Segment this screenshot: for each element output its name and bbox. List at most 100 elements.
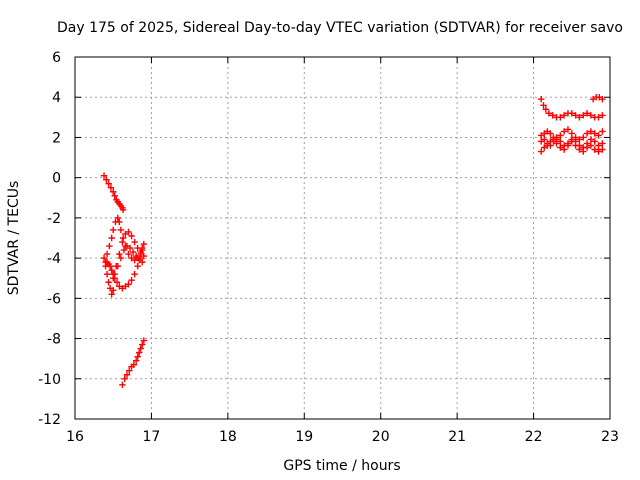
data-point	[105, 180, 112, 187]
data-point	[547, 130, 554, 137]
y-tick-label: 4	[52, 90, 61, 106]
data-point	[542, 106, 549, 113]
data-point	[583, 110, 591, 117]
data-point	[560, 146, 568, 153]
data-point	[126, 367, 133, 374]
data-point	[117, 254, 125, 262]
series-pass-3-rising	[119, 337, 147, 389]
y-tick-label: 2	[52, 130, 61, 146]
series-pass-2-loop-inner	[110, 228, 147, 282]
y-tick-label: -10	[38, 372, 61, 388]
data-point	[587, 136, 595, 143]
data-point	[132, 357, 140, 364]
series-pass-5-band-c	[538, 136, 606, 155]
series-pass-1-descending	[100, 172, 127, 214]
data-point	[550, 136, 557, 143]
data-point	[120, 246, 128, 254]
data-point	[595, 142, 602, 149]
data-point	[544, 142, 551, 149]
data-point	[110, 275, 117, 282]
data-point	[116, 250, 123, 258]
data-point	[545, 110, 553, 117]
plot-frame	[74, 56, 611, 420]
data-point	[125, 250, 132, 258]
data-point	[557, 138, 564, 145]
data-point	[557, 144, 564, 151]
x-tick-label: 21	[448, 429, 466, 445]
data-point	[568, 138, 575, 145]
x-tick-label: 20	[372, 429, 390, 445]
data-points	[100, 94, 606, 389]
x-axis-label: GPS time / hours	[283, 458, 400, 474]
series-pass-1-drop	[100, 254, 117, 298]
data-point	[116, 283, 123, 290]
data-point	[576, 114, 583, 121]
y-tick-label: -8	[47, 332, 61, 348]
data-point	[580, 134, 587, 141]
data-point	[116, 218, 123, 226]
x-tick-label: 22	[525, 429, 543, 445]
data-point	[100, 172, 108, 179]
data-point	[105, 279, 112, 286]
y-tick-label: 0	[52, 171, 61, 187]
data-point	[136, 349, 143, 356]
data-point	[100, 254, 108, 262]
data-point	[128, 232, 135, 240]
chart-title: Day 175 of 2025, Sidereal Day-to-day VTE…	[57, 20, 623, 36]
data-point	[576, 136, 583, 143]
data-point	[129, 248, 137, 256]
data-point	[572, 112, 579, 119]
data-point	[564, 142, 572, 149]
data-point	[583, 130, 591, 137]
data-point	[583, 144, 591, 151]
data-point	[119, 238, 126, 246]
data-point	[595, 148, 602, 155]
data-point	[587, 128, 595, 135]
data-point	[134, 244, 141, 252]
data-point	[125, 228, 132, 236]
data-point	[119, 381, 126, 389]
data-point	[103, 271, 111, 278]
data-point	[117, 226, 125, 234]
data-point	[541, 136, 548, 143]
data-point	[568, 130, 575, 137]
data-point	[599, 128, 606, 135]
data-point	[108, 266, 115, 274]
data-point	[136, 256, 143, 264]
data-point	[106, 242, 113, 250]
data-point	[591, 146, 598, 153]
data-point	[103, 250, 111, 258]
data-point	[580, 148, 587, 155]
x-tick-label: 16	[66, 429, 84, 445]
data-point	[128, 277, 135, 284]
data-point	[572, 142, 579, 149]
series-pass-5-band-b	[538, 134, 606, 151]
data-point	[103, 176, 110, 183]
y-tick-label: -12	[38, 412, 61, 428]
data-point	[538, 96, 545, 103]
data-point	[137, 248, 144, 256]
data-point	[576, 146, 583, 153]
data-point	[111, 192, 118, 199]
data-point	[587, 142, 595, 149]
data-point	[557, 114, 564, 121]
data-point	[121, 375, 128, 382]
data-point	[131, 238, 138, 246]
data-point	[137, 345, 144, 352]
data-point	[113, 279, 121, 286]
data-point	[140, 252, 147, 260]
data-point	[130, 361, 138, 368]
y-tick-label: -4	[47, 251, 61, 267]
series-pass-2-loop-outer	[102, 214, 147, 292]
data-point	[595, 132, 602, 139]
data-point	[599, 112, 606, 119]
data-point	[111, 271, 118, 278]
chart-grid	[75, 57, 610, 419]
y-axis-label: SDTVAR / TECUs	[6, 181, 22, 296]
y-tick-label: -6	[47, 291, 61, 307]
data-point	[114, 214, 121, 222]
data-point	[110, 226, 117, 234]
data-point	[591, 138, 598, 145]
data-point	[132, 252, 140, 260]
data-point	[140, 240, 147, 248]
